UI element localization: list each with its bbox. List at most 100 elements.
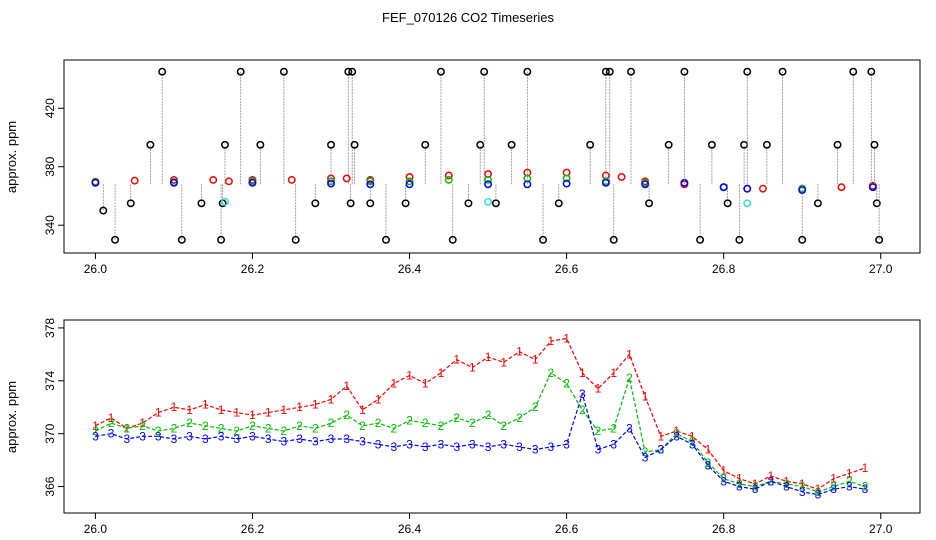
series-point-label: 3 bbox=[720, 474, 727, 488]
series-point-label: 1 bbox=[438, 366, 445, 380]
series-point-label: 3 bbox=[202, 432, 209, 446]
series-point-label: 2 bbox=[375, 416, 382, 430]
data-point bbox=[130, 176, 139, 185]
series-point-label: 1 bbox=[92, 419, 99, 433]
data-point bbox=[146, 140, 155, 149]
series-point-label: 3 bbox=[532, 443, 539, 457]
series-point-label: 2 bbox=[626, 371, 633, 385]
series-point-label: 1 bbox=[406, 369, 413, 383]
data-point bbox=[719, 183, 728, 192]
series-point-label: 1 bbox=[799, 477, 806, 491]
y-tick-label: 370 bbox=[43, 423, 57, 443]
series-point-label: 1 bbox=[642, 390, 649, 404]
data-point bbox=[562, 179, 571, 188]
data-point bbox=[484, 175, 493, 184]
x-tick-label: 26.4 bbox=[398, 522, 422, 536]
data-point bbox=[217, 235, 226, 244]
data-point bbox=[224, 177, 233, 186]
data-point bbox=[870, 140, 879, 149]
data-point bbox=[464, 199, 473, 208]
series-point-label: 2 bbox=[673, 427, 680, 441]
series-point-label: 2 bbox=[783, 477, 790, 491]
series-point-label: 2 bbox=[720, 472, 727, 486]
data-point bbox=[837, 183, 846, 192]
series-point-label: 2 bbox=[610, 421, 617, 435]
series-point-label: 1 bbox=[626, 347, 633, 361]
data-point bbox=[236, 67, 245, 76]
series-point-label: 2 bbox=[281, 424, 288, 438]
data-point bbox=[539, 235, 547, 244]
series-point-label: 1 bbox=[736, 472, 743, 486]
data-point bbox=[723, 199, 732, 208]
series-point-label: 2 bbox=[453, 411, 460, 425]
series-point-label: 3 bbox=[438, 437, 445, 451]
series-point-label: 2 bbox=[689, 435, 696, 449]
data-point bbox=[405, 173, 414, 181]
data-point bbox=[523, 67, 532, 76]
series-point-label: 3 bbox=[767, 474, 774, 488]
series-point-label: 3 bbox=[799, 485, 806, 499]
series-point-label: 1 bbox=[563, 332, 570, 346]
data-point bbox=[641, 180, 650, 189]
series-point-label: 3 bbox=[359, 435, 366, 449]
series-point-label: 1 bbox=[846, 466, 853, 480]
series-point-label: 1 bbox=[218, 403, 225, 417]
data-point bbox=[664, 140, 673, 149]
series-point-label: 2 bbox=[438, 419, 445, 433]
series-point-label: 2 bbox=[186, 416, 193, 430]
data-point bbox=[256, 140, 265, 149]
series-point-label: 3 bbox=[736, 480, 743, 494]
series-point-label: 3 bbox=[626, 421, 633, 435]
data-point bbox=[342, 174, 351, 183]
data-point bbox=[554, 199, 563, 208]
series-point-label: 2 bbox=[485, 408, 492, 422]
series-point-label: 3 bbox=[108, 427, 115, 441]
data-point bbox=[405, 177, 414, 186]
series-point-label: 2 bbox=[846, 474, 853, 488]
data-point bbox=[645, 199, 654, 208]
y-tick-label: 380 bbox=[43, 156, 57, 176]
top-panel: 26.0 26.2 26.4 26.6 26.8 27.0 340 380 420 approx… bbox=[4, 59, 921, 276]
series-point-label: 3 bbox=[673, 429, 680, 443]
bottom-y-axis-label: approx. ppm bbox=[4, 381, 19, 453]
series-point-label: 1 bbox=[595, 382, 602, 396]
series-point-label: 1 bbox=[500, 355, 507, 369]
data-point bbox=[867, 67, 876, 76]
data-point bbox=[813, 199, 822, 208]
data-point bbox=[291, 235, 300, 244]
series-point-label: 2 bbox=[155, 424, 162, 438]
x-tick-label: 26.0 bbox=[84, 262, 108, 276]
series-point-label: 3 bbox=[469, 437, 476, 451]
series-point-label: 1 bbox=[862, 461, 869, 475]
data-point bbox=[111, 235, 119, 244]
series-point-label: 2 bbox=[202, 419, 209, 433]
data-point bbox=[346, 199, 355, 208]
y-tick-label: 378 bbox=[43, 318, 57, 338]
series-point-label: 3 bbox=[343, 432, 350, 446]
bottom-plot-frame bbox=[63, 319, 921, 514]
data-point bbox=[366, 199, 375, 208]
data-point bbox=[696, 235, 705, 244]
data-point bbox=[348, 67, 357, 76]
series-point-label: 3 bbox=[830, 482, 837, 496]
series-point-label: 1 bbox=[767, 469, 774, 483]
series-point-label: 3 bbox=[296, 432, 303, 446]
data-point bbox=[680, 67, 689, 76]
data-point bbox=[221, 197, 229, 206]
series-point-label: 3 bbox=[846, 480, 853, 494]
y-tick-label: 374 bbox=[43, 370, 57, 390]
data-point bbox=[177, 235, 186, 244]
data-point bbox=[126, 199, 135, 208]
data-point bbox=[868, 183, 877, 192]
data-point bbox=[849, 67, 858, 76]
data-point bbox=[617, 173, 626, 181]
series-point-label: 2 bbox=[830, 480, 837, 494]
series-point-label: 3 bbox=[422, 440, 429, 454]
data-point bbox=[476, 140, 485, 149]
data-point bbox=[221, 140, 229, 149]
series-point-label: 2 bbox=[642, 445, 649, 459]
series-point-label: 1 bbox=[202, 398, 209, 412]
series-point-label: 1 bbox=[359, 403, 366, 417]
data-point bbox=[209, 175, 218, 184]
